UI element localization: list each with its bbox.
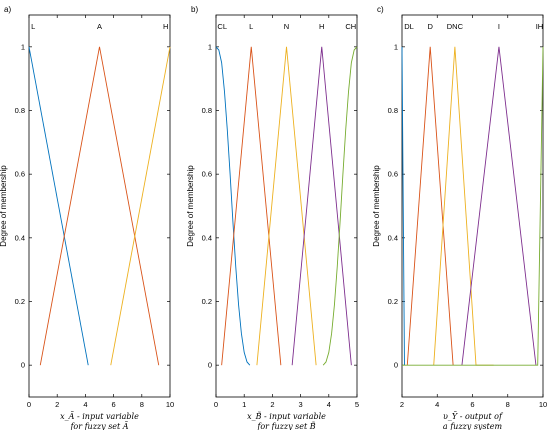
x-axis-label-line: x_Ã - input variable xyxy=(60,412,139,421)
y-tick-label: 0.4 xyxy=(388,233,398,242)
panel-letter: c) xyxy=(377,5,384,14)
membership-label-h: H xyxy=(319,22,324,31)
panel-letter: a) xyxy=(4,5,11,14)
x-tick-label: 8 xyxy=(140,400,144,409)
x-tick-label: 6 xyxy=(470,400,474,409)
x-tick-label: 2 xyxy=(55,400,59,409)
membership-label-n: N xyxy=(284,22,289,31)
membership-curve-l xyxy=(28,46,89,366)
panel-b: b) 0 1 2 3 4 5 0 0.2 0.4 0.6 0.8 1 Degree of membersh… xyxy=(186,5,359,430)
membership-label-i: I xyxy=(498,22,500,31)
membership-curve-n xyxy=(256,46,317,366)
membership-curve-h xyxy=(291,46,352,366)
x-tick-label: 8 xyxy=(506,400,510,409)
axes-box xyxy=(28,14,171,398)
membership-curve-cl xyxy=(215,46,251,366)
membership-curve-h xyxy=(110,46,171,366)
y-tick-label: 0.8 xyxy=(15,106,25,115)
x-tick-label: 2 xyxy=(400,400,404,409)
y-tick-label: 1 xyxy=(208,42,212,51)
membership-label-a: A xyxy=(97,22,102,31)
x-tick-label: 4 xyxy=(327,400,331,409)
membership-label-ih: IH xyxy=(536,22,544,31)
x-axis-label-line: for fuzzy set Ã xyxy=(69,422,128,430)
x-tick-label: 6 xyxy=(112,400,116,409)
x-tick-label: 10 xyxy=(539,400,547,409)
membership-curve-i xyxy=(461,46,537,366)
y-tick-label: 0.4 xyxy=(15,233,25,242)
membership-label-l: L xyxy=(31,22,35,31)
panel-a: a) 0 2 4 6 8 10 0 0.2 0.4 0.6 0.8 1 Degree of members… xyxy=(0,5,174,430)
x-tick-label: 4 xyxy=(435,400,439,409)
x-tick-label: 2 xyxy=(270,400,274,409)
membership-curve-d xyxy=(406,46,454,366)
panel-letter: b) xyxy=(191,5,198,14)
axes-box xyxy=(401,14,544,398)
membership-label-ch: CH xyxy=(345,22,356,31)
x-axis-label-line: υ_Ỹ - output of xyxy=(443,412,504,421)
membership-curve-dnc xyxy=(433,46,494,366)
x-tick-label: 5 xyxy=(355,400,359,409)
y-tick-label: 0.2 xyxy=(15,297,25,306)
x-tick-label: 0 xyxy=(214,400,218,409)
membership-curve-a xyxy=(39,46,160,366)
axes-box xyxy=(215,14,358,398)
y-tick-label: 0 xyxy=(21,361,25,370)
y-tick-label: 0.6 xyxy=(15,170,25,179)
membership-curve-ch xyxy=(322,46,358,366)
y-tick-label: 1 xyxy=(394,42,398,51)
y-axis-label: Degree of membership xyxy=(186,165,195,247)
x-axis-label-line: a fuzzy system xyxy=(443,422,503,430)
membership-label-dnc: DNC xyxy=(447,22,464,31)
y-tick-label: 0 xyxy=(394,361,398,370)
y-tick-label: 1 xyxy=(21,42,25,51)
membership-curve-ih xyxy=(402,46,544,366)
y-tick-label: 0 xyxy=(208,361,212,370)
membership-curve-l xyxy=(221,46,282,366)
x-tick-label: 3 xyxy=(299,400,303,409)
x-tick-label: 1 xyxy=(242,400,246,409)
membership-label-d: D xyxy=(427,22,433,31)
membership-label-dl: DL xyxy=(404,22,414,31)
x-tick-label: 0 xyxy=(27,400,31,409)
panel-c: c) 2 4 6 8 10 0 0.2 0.4 0.6 0.8 1 Degree of membersh… xyxy=(372,5,547,430)
y-tick-label: 0.2 xyxy=(388,297,398,306)
y-tick-label: 0.8 xyxy=(202,106,212,115)
membership-label-l: L xyxy=(249,22,253,31)
y-axis-label: Degree of membership xyxy=(372,165,381,247)
y-tick-label: 0.6 xyxy=(202,170,212,179)
x-axis-label-line: x_B̃ - input variable xyxy=(247,412,326,421)
x-tick-label: 10 xyxy=(166,400,174,409)
y-axis-label: Degree of membership xyxy=(0,165,8,247)
membership-curve-dl xyxy=(401,46,405,366)
y-tick-label: 0.2 xyxy=(202,297,212,306)
y-tick-label: 0.4 xyxy=(202,233,212,242)
x-tick-label: 4 xyxy=(83,400,87,409)
x-axis-label-line: for fuzzy set B̃ xyxy=(256,422,315,430)
y-tick-label: 0.6 xyxy=(388,170,398,179)
membership-label-cl: CL xyxy=(217,22,227,31)
membership-label-h: H xyxy=(163,22,168,31)
y-tick-label: 0.8 xyxy=(388,106,398,115)
